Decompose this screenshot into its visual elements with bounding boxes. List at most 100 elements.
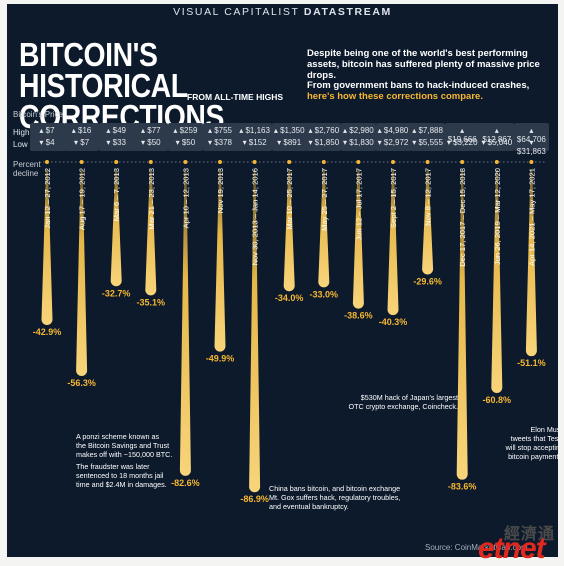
high-price-value: ▴ $7,888 bbox=[412, 126, 443, 135]
low-price-value: ▾ $3,220 bbox=[446, 138, 478, 147]
decline-value-label: -51.1% bbox=[517, 358, 546, 368]
brand-label: VISUAL CAPITALIST DATASTREAM bbox=[7, 6, 558, 18]
decline-bar bbox=[41, 170, 53, 326]
period-label: Jun 26, 2019 – Mar 12, 2020 bbox=[493, 168, 502, 265]
baseline-dot bbox=[425, 160, 430, 164]
decline-value-label: -33.0% bbox=[310, 289, 339, 299]
high-price-value: ▴ $1,163 bbox=[239, 126, 270, 135]
decline-bar bbox=[352, 170, 364, 309]
watermark-en: etnet bbox=[478, 532, 546, 565]
decline-value-label: -38.6% bbox=[344, 311, 373, 321]
period-label: Jun 12 – Jul 17, 2017 bbox=[354, 168, 363, 241]
period-label: Apr 14, 2021 – May 17, 2021 bbox=[527, 168, 536, 266]
bitcoin-price-label: Bitcoin's Price bbox=[13, 110, 63, 119]
low-price-value: ▾ $31,863 bbox=[516, 138, 546, 156]
corrections-chart: Jan 12 – 27, 2012 -42.9% Aug 17 – 19, 2012… bbox=[33, 160, 547, 504]
baseline-dot bbox=[148, 160, 153, 164]
decline-bar bbox=[76, 170, 88, 376]
baseline-dot bbox=[218, 160, 222, 164]
decline-bar bbox=[179, 170, 191, 476]
period-label: Dec 17, 2017 – Dec 15, 2018 bbox=[458, 168, 467, 267]
period-label: Apr 10 – 12, 2013 bbox=[181, 168, 190, 228]
decline-value-label: -29.6% bbox=[413, 276, 442, 286]
annotation-line: sentenced to 18 months jail bbox=[76, 471, 164, 480]
price-box: ▴ $1,163 ▾ $152 bbox=[237, 123, 273, 151]
price-box: ▴ $12,867 ▾ $5,040 bbox=[479, 123, 515, 151]
high-price-value: ▴ $259 bbox=[173, 126, 198, 135]
decline-bar bbox=[318, 170, 330, 288]
low-price-value: ▾ $1,850 bbox=[308, 138, 340, 147]
annotation-line: China bans bitcoin, and bitcoin exchange bbox=[269, 484, 401, 493]
decline-value-label: -34.0% bbox=[275, 293, 304, 303]
percent-decline-line-1: Percent bbox=[13, 160, 41, 169]
price-box: ▴ $77 ▾ $50 bbox=[133, 123, 169, 151]
annotation-line: OTC crypto exchange, Coincheck. bbox=[348, 402, 458, 411]
low-price-value: ▾ $33 bbox=[106, 138, 126, 147]
low-price-value: ▾ $5,555 bbox=[412, 138, 443, 147]
decline-bar bbox=[387, 170, 399, 316]
low-price-value: ▾ $152 bbox=[242, 138, 267, 147]
percent-decline-label: Percent decline bbox=[13, 160, 41, 178]
high-price-value: ▴ $2,980 bbox=[343, 126, 374, 135]
baseline-dot bbox=[494, 160, 499, 164]
period-label: Mar 21 – 23, 2013 bbox=[147, 168, 156, 230]
period-label: Sept 2 – 15, 2017 bbox=[389, 168, 398, 228]
high-price-value: ▴ $49 bbox=[106, 126, 126, 135]
description-1: Despite being one of the world's best pe… bbox=[307, 48, 540, 81]
price-box: ▴ $1,350 ▾ $891 bbox=[271, 123, 307, 151]
high-price-value: ▴ $755 bbox=[207, 126, 233, 135]
baseline-dot bbox=[252, 160, 257, 164]
decline-bar bbox=[110, 170, 122, 287]
baseline-dot bbox=[460, 160, 465, 164]
period-label: Mar 6 – 7, 2013 bbox=[112, 168, 121, 221]
title-line-1: BITCOIN'S HISTORICAL bbox=[19, 36, 188, 104]
low-price-value: ▾ $378 bbox=[207, 138, 233, 147]
price-box: ▴ $755 ▾ $378 bbox=[202, 123, 238, 151]
annotation-line: tweets that Tesla bbox=[510, 434, 558, 443]
price-box: ▴ $16 ▾ $7 bbox=[64, 123, 100, 151]
price-box: ▴ $2,760 ▾ $1,850 bbox=[306, 123, 342, 151]
brand-prefix: VISUAL CAPITALIST bbox=[173, 6, 300, 18]
decline-value-label: -56.3% bbox=[67, 378, 96, 388]
decline-bar bbox=[491, 170, 503, 394]
decline-value-label: -40.3% bbox=[379, 317, 408, 327]
decline-value-label: -49.9% bbox=[206, 354, 235, 364]
annotation-line: Elon Musk bbox=[530, 425, 558, 434]
decline-bar bbox=[525, 170, 537, 357]
decline-bar bbox=[456, 170, 468, 480]
annotation-line: A ponzi scheme known as bbox=[76, 432, 160, 441]
low-price-value: ▾ $4 bbox=[39, 138, 55, 147]
decline-value-label: -86.9% bbox=[240, 494, 269, 504]
price-box: ▴ $64,706 ▾ $31,863 bbox=[513, 123, 549, 156]
low-price-value: ▾ $1,830 bbox=[343, 138, 374, 147]
decline-value-label: -82.6% bbox=[171, 478, 200, 488]
annotation-ponzi: A ponzi scheme known as the Bitcoin Savi… bbox=[76, 432, 172, 489]
baseline-dot bbox=[529, 160, 534, 164]
high-price-value: ▴ $4,980 bbox=[377, 126, 409, 135]
annotation-line: makes off with ~150,000 BTC. bbox=[76, 450, 173, 459]
low-price-value: ▾ $50 bbox=[141, 138, 161, 147]
brand-suffix: DATASTREAM bbox=[303, 6, 392, 18]
baseline-dot bbox=[183, 160, 188, 164]
period-label: Jan 12 – 27, 2012 bbox=[43, 168, 52, 229]
annotation-line: time and $2.4M in damages. bbox=[76, 480, 167, 489]
high-price-value: ▴ $1,350 bbox=[273, 126, 305, 135]
period-label: Nov 8 – 12, 2017 bbox=[424, 168, 433, 226]
top-bar: VISUAL CAPITALIST DATASTREAM bbox=[7, 4, 558, 23]
high-price-value: ▴ $64,706 bbox=[516, 126, 546, 144]
decline-bar bbox=[283, 170, 295, 292]
decline-bar bbox=[249, 170, 261, 493]
subtitle: FROM ALL-TIME HIGHS bbox=[187, 92, 284, 102]
annotation-coincheck: $530M hack of Japan's largest OTC crypto… bbox=[345, 393, 458, 411]
infographic-panel: VISUAL CAPITALIST DATASTREAM BITCOIN'S H… bbox=[7, 4, 558, 557]
source-note: Source: CoinMarketCap.com bbox=[425, 543, 528, 552]
annotation-musk: Elon Musk tweets that Tesla will stop ac… bbox=[504, 425, 558, 461]
low-price-value: ▾ $50 bbox=[175, 138, 196, 147]
description-2a: From government bans to hack-induced cra… bbox=[307, 80, 530, 91]
low-price-value: ▾ $5,040 bbox=[481, 138, 513, 147]
decline-value-label: -42.9% bbox=[33, 327, 62, 337]
annotation-line: The fraudster was later bbox=[76, 462, 150, 471]
baseline-dot bbox=[287, 160, 292, 164]
annotation-line: will stop accepting bbox=[505, 443, 558, 452]
high-price-value: ▴ $19,666 bbox=[447, 126, 477, 144]
